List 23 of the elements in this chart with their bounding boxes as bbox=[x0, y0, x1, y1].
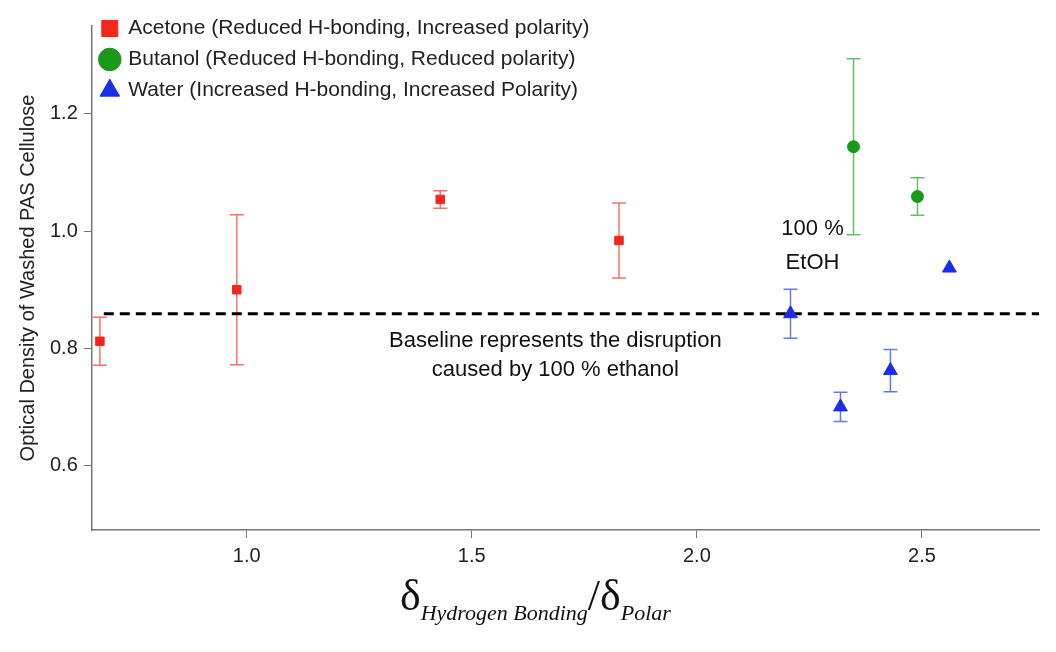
y-tick-label: 0.8 bbox=[49, 335, 78, 358]
annotation: 100 % EtOH bbox=[781, 214, 844, 274]
point bbox=[232, 284, 242, 295]
point bbox=[941, 259, 957, 273]
legend-label: Butanol (Reduced H-bonding, Reduced polarity) bbox=[128, 46, 576, 70]
y-tick-label: 1.0 bbox=[49, 218, 78, 241]
y-tick-label: 1.2 bbox=[49, 101, 78, 124]
point bbox=[783, 305, 798, 319]
point bbox=[833, 398, 848, 412]
x-tick-label: 1.5 bbox=[457, 543, 486, 566]
point bbox=[614, 235, 624, 246]
x-tick-label: 1.0 bbox=[232, 543, 261, 566]
point bbox=[910, 190, 924, 204]
legend-label: Acetone (Reduced H-bonding, Increased polarity) bbox=[128, 15, 590, 39]
legend-label: Water (Increased H-bonding, Increased Polarity) bbox=[128, 77, 579, 101]
point bbox=[847, 140, 861, 154]
point bbox=[95, 336, 105, 347]
point bbox=[883, 362, 898, 376]
y-tick-label: 0.6 bbox=[49, 453, 78, 476]
ref-line-label: Baseline represents the disruption caused by 100 % ethanol bbox=[389, 326, 722, 381]
x-tick-label: 2.0 bbox=[682, 543, 711, 566]
y-axis-title: Optical Density of Washed PAS Cellulose bbox=[15, 94, 38, 462]
x-tick-label: 2.5 bbox=[908, 543, 936, 566]
